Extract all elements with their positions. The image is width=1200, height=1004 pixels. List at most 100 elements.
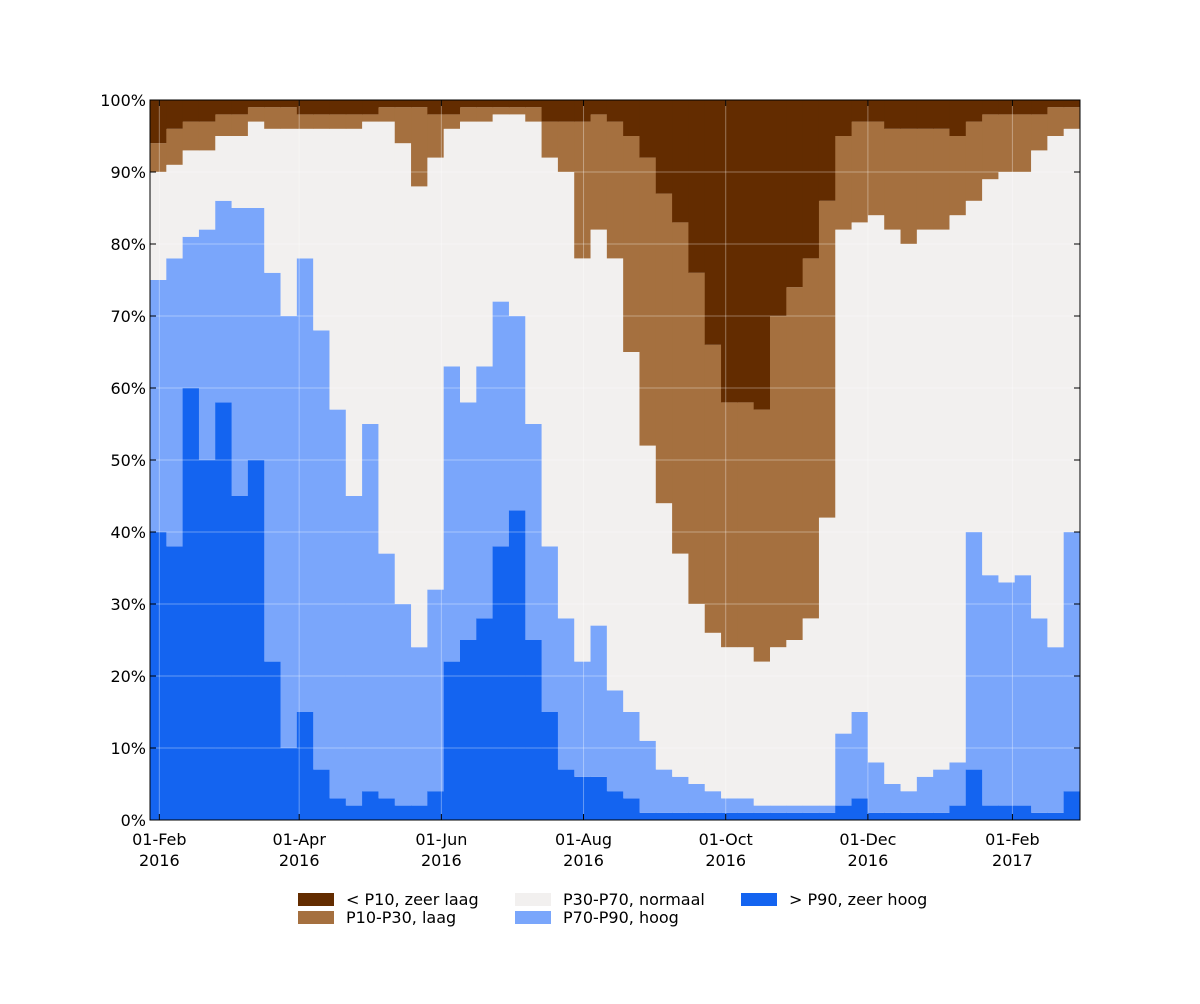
area-segment <box>916 100 934 129</box>
area-segment <box>949 805 967 820</box>
area-segment <box>835 733 853 806</box>
area-segment <box>166 100 184 129</box>
area-segment <box>411 186 428 648</box>
area-segment <box>590 625 608 777</box>
area-segment <box>851 222 869 712</box>
area-segment <box>508 107 526 115</box>
area-segment <box>508 100 526 108</box>
area-segment <box>867 121 885 216</box>
plot-frame <box>149 99 1081 821</box>
area-segment <box>362 100 379 115</box>
area-segment <box>182 150 200 237</box>
area-segment <box>639 740 657 813</box>
area-segment <box>753 409 771 662</box>
area-segment <box>427 114 445 158</box>
area-segment <box>525 424 543 640</box>
area-segment <box>1047 647 1065 813</box>
area-segment <box>721 798 738 813</box>
area-segment <box>460 640 477 820</box>
area-segment <box>933 812 950 820</box>
area-segment <box>508 316 526 511</box>
area-segment <box>721 647 738 799</box>
area-segment <box>574 121 592 259</box>
area-segment <box>933 128 950 230</box>
area-segment <box>965 100 983 122</box>
x-tick-label: 2016 <box>705 851 746 870</box>
y-tick-label: 90% <box>110 163 146 182</box>
area-segment <box>623 798 640 820</box>
area-segment <box>998 100 1016 115</box>
area-segment <box>329 100 347 115</box>
area-segment <box>998 582 1016 806</box>
area-segment <box>557 769 575 820</box>
area-segment <box>574 100 592 122</box>
area-segment <box>606 791 624 820</box>
legend-swatch <box>515 911 551 924</box>
area-segment <box>231 496 249 820</box>
area-segment <box>313 114 330 129</box>
area-segment <box>198 460 216 820</box>
area-segment <box>851 798 869 820</box>
area-segment <box>198 229 216 460</box>
area-segment <box>460 107 477 122</box>
area-segment <box>574 776 592 820</box>
area-segment <box>541 157 559 547</box>
area-segment <box>982 114 999 180</box>
area-segment <box>835 136 853 230</box>
area-segment <box>411 100 428 108</box>
area-segment <box>704 344 722 633</box>
area-segment <box>998 114 1016 172</box>
area-segment <box>770 100 787 316</box>
area-segment <box>492 107 510 115</box>
area-segment <box>590 114 608 230</box>
area-segment <box>574 661 592 777</box>
area-segment <box>672 812 689 820</box>
area-segment <box>557 618 575 770</box>
area-segment <box>1047 107 1065 136</box>
area-segment <box>443 661 461 820</box>
area-segment <box>329 409 347 799</box>
legend-swatch <box>298 911 334 924</box>
area-segment <box>492 114 510 302</box>
area-segment <box>443 366 461 662</box>
area-segment <box>949 215 967 763</box>
area-segment <box>867 100 885 122</box>
area-segment <box>378 121 396 554</box>
legend-swatch <box>298 893 334 906</box>
area-segment <box>900 812 918 820</box>
area-segment <box>215 402 233 820</box>
area-segment <box>345 114 363 129</box>
x-tick-label: 2017 <box>992 851 1033 870</box>
area-segment <box>476 366 494 619</box>
area-segment <box>264 661 282 820</box>
area-segment <box>623 100 640 136</box>
area-segment <box>639 157 657 446</box>
area-segment <box>378 798 396 820</box>
area-segment <box>231 136 249 208</box>
area-segment <box>753 100 771 410</box>
area-segment <box>851 712 869 799</box>
area-segment <box>1014 172 1032 576</box>
area-segment <box>280 316 298 748</box>
area-segment <box>345 805 363 820</box>
area-segment <box>688 604 706 784</box>
area-segment <box>982 805 999 820</box>
area-segment <box>525 121 543 424</box>
area-segment <box>753 661 771 806</box>
area-segment <box>264 128 282 273</box>
area-segment <box>965 769 983 820</box>
area-segment <box>623 712 640 799</box>
area-segment <box>411 805 428 820</box>
area-segment <box>329 798 347 820</box>
area-segment <box>1031 618 1048 813</box>
area-segment <box>378 100 396 108</box>
area-segment <box>296 128 314 259</box>
area-segment <box>1014 114 1032 172</box>
area-segment <box>606 100 624 122</box>
area-segment <box>150 280 167 532</box>
x-tick-label: 2016 <box>563 851 604 870</box>
area-segment <box>476 121 494 367</box>
area-segment <box>949 762 967 806</box>
area-segment <box>198 100 216 122</box>
